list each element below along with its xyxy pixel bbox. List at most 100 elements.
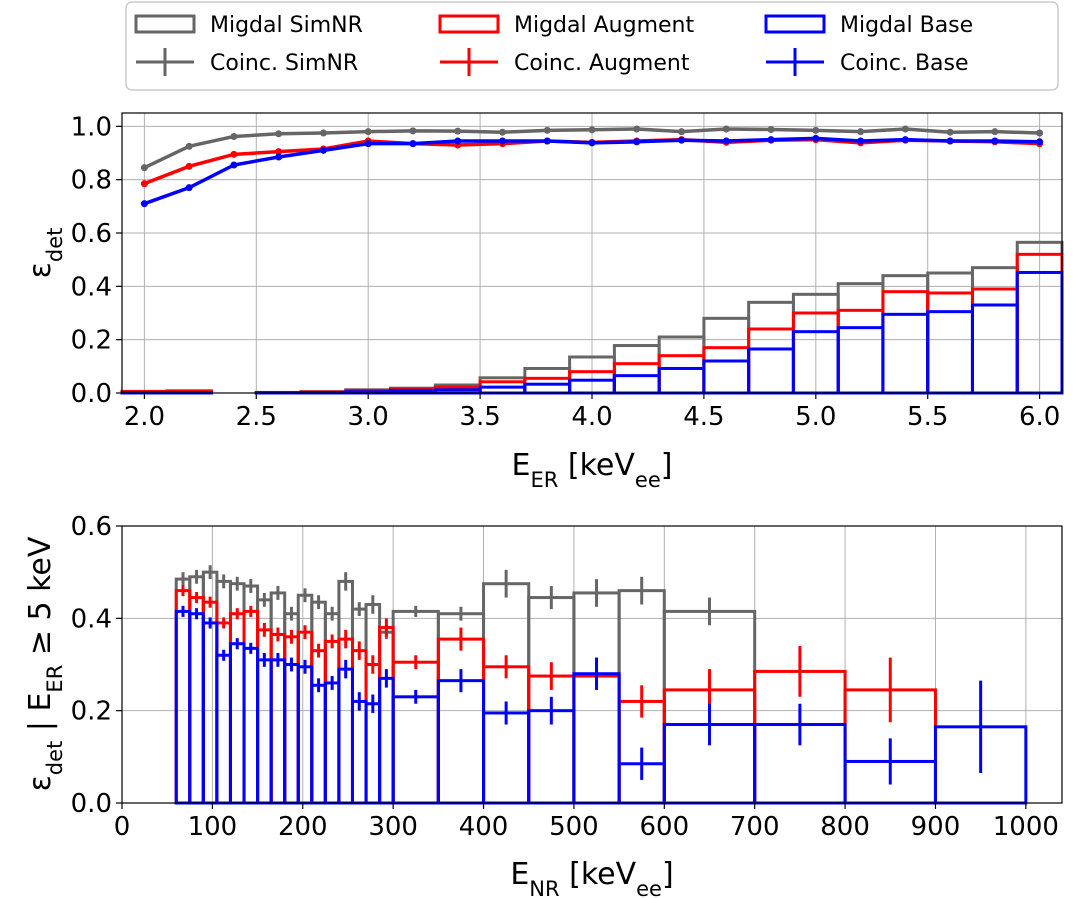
bottom-bin-1-11 <box>323 639 341 805</box>
xtick-label-4: 4.0 <box>571 402 612 432</box>
top-line-point-2-15 <box>812 134 820 142</box>
top-line-point-0-3 <box>275 130 283 138</box>
top-step-bin-2-18 <box>926 310 974 395</box>
top-ylabel: εdet <box>23 228 67 279</box>
legend-swatch-1 <box>438 14 500 34</box>
xtick-label-10: 1000 <box>993 812 1059 842</box>
top-line-point-2-16 <box>857 137 865 145</box>
xtick-label-0: 2.0 <box>124 402 165 432</box>
top-step-bin-2-12 <box>657 366 706 395</box>
xtick-label-7: 5.5 <box>907 402 948 432</box>
xtick-label-1: 100 <box>188 812 238 842</box>
top-line-point-0-17 <box>901 125 909 133</box>
bottom-bin-2-13 <box>350 699 368 805</box>
top-step-bin-0-18 <box>926 271 974 395</box>
top-line-point-0-2 <box>230 132 238 140</box>
top-ticks: 2.0 2.5 3.0 3.5 4.0 4.5 5.0 5.5 6.0 0.0 0.2 0.4 0.6 0… <box>71 112 1061 432</box>
bottom-bin-2-3 <box>215 653 232 805</box>
top-line-point-2-11 <box>633 138 641 146</box>
top-line-point-0-18 <box>946 128 954 136</box>
top-xlabel: EER [keVee] <box>512 448 673 492</box>
top-step-bin-0-11 <box>612 344 661 395</box>
xtick-label-0: 0 <box>114 812 131 842</box>
top-line-point-0-7 <box>454 127 462 135</box>
top-line-point-0-12 <box>678 128 686 136</box>
bottom-bin-2-10 <box>310 683 327 805</box>
legend-label-1: Migdal Augment <box>514 13 694 38</box>
xtick-label-3: 3.5 <box>459 402 500 432</box>
xtick-label-9: 900 <box>911 812 961 842</box>
top-line-point-0-13 <box>722 125 730 133</box>
top-line-point-2-7 <box>454 137 462 145</box>
top-line-point-2-17 <box>901 136 909 144</box>
top-line-point-0-5 <box>364 128 372 136</box>
top-line-point-2-3 <box>275 153 283 161</box>
top-line-point-0-0 <box>140 164 148 172</box>
top-step-bin-1-11 <box>612 362 661 395</box>
top-step-bin-0-16 <box>836 282 885 395</box>
bottom-bin-2-7 <box>269 658 287 805</box>
top-step-bin-0-9 <box>523 366 572 395</box>
top-line-point-0-10 <box>588 126 596 134</box>
top-line-point-2-9 <box>543 137 551 145</box>
bottom-bin-0-15 <box>378 630 395 805</box>
bottom-bin-2-18 <box>482 711 531 805</box>
bottom-bin-1-13 <box>350 649 368 805</box>
bottom-bin-2-16 <box>391 695 440 805</box>
top-step-bin-1-18 <box>926 291 974 395</box>
top-step-bin-2-8 <box>478 385 527 395</box>
top-line-point-0-20 <box>1036 129 1044 137</box>
top-line-0 <box>140 125 1044 172</box>
top-step-bin-0-17 <box>881 274 930 395</box>
xtick-label-1: 2.5 <box>236 402 277 432</box>
top-line-point-0-4 <box>319 129 327 137</box>
ytick-label-0: 0.0 <box>71 789 112 819</box>
top-line-point-2-19 <box>991 137 999 145</box>
bottom-ticks: 0 100 200 300 400 500 600 700 800 900 1000 0.0 0.2 0.… <box>71 512 1059 842</box>
bottom-xlabel: ENR [keVee] <box>510 857 673 898</box>
top-step-bin-2-14 <box>747 347 795 395</box>
top-line-point-0-16 <box>857 128 865 136</box>
top-step-bin-2-13 <box>702 359 751 395</box>
top-step-bin-2-9 <box>523 382 572 395</box>
top-line-point-2-20 <box>1036 138 1044 146</box>
legend-label-3: Coinc. SimNR <box>210 51 358 76</box>
legend: Migdal SimNR Migdal Augment Migdal Base Coi… <box>125 1 1059 91</box>
bottom-bin-0-16 <box>391 609 440 805</box>
top-line-point-2-12 <box>678 136 686 144</box>
ytick-label-5: 1.0 <box>71 112 112 142</box>
ytick-label-3: 0.6 <box>71 219 112 249</box>
bottom-bin-1-18 <box>482 665 531 805</box>
bottom-bin-2-1 <box>188 612 205 805</box>
top-line-point-1-2 <box>230 150 238 158</box>
legend-label-5: Coinc. Base <box>840 51 969 76</box>
bottom-bin-0-12 <box>337 579 354 805</box>
ytick-label-1: 0.2 <box>71 326 112 356</box>
top-line-series <box>140 125 1044 208</box>
top-line-2 <box>140 134 1044 208</box>
top-line-point-2-1 <box>185 184 193 192</box>
top-line-point-0-1 <box>185 142 193 150</box>
top-line-point-1-3 <box>275 148 283 156</box>
legend-label-2: Migdal Base <box>840 13 973 38</box>
top-step-bin-2-11 <box>612 374 661 395</box>
legend-label-0: Migdal SimNR <box>210 13 363 38</box>
bottom-bin-1-1 <box>188 596 205 805</box>
xtick-label-2: 3.0 <box>348 402 389 432</box>
xtick-label-5: 500 <box>549 812 599 842</box>
xtick-label-2: 200 <box>278 812 328 842</box>
bottom-bin-1-15 <box>378 626 395 805</box>
bottom-bin-2-8 <box>283 663 300 805</box>
top-step-bin-2-16 <box>836 326 885 395</box>
top-line-point-2-4 <box>319 146 327 154</box>
top-step-bin-1-17 <box>881 290 930 395</box>
bottom-bin-2-5 <box>242 646 260 805</box>
xtick-label-4: 400 <box>459 812 509 842</box>
top-step-bin-1-16 <box>836 308 885 395</box>
bottom-ylabel: εdet | EER ≥ 5 keV <box>23 536 67 791</box>
xtick-label-3: 300 <box>368 812 418 842</box>
legend-swatch-0 <box>134 14 196 34</box>
top-step-bin-1-13 <box>702 346 751 395</box>
bottom-bin-2-11 <box>323 681 341 805</box>
top-line-point-1-0 <box>140 180 148 188</box>
